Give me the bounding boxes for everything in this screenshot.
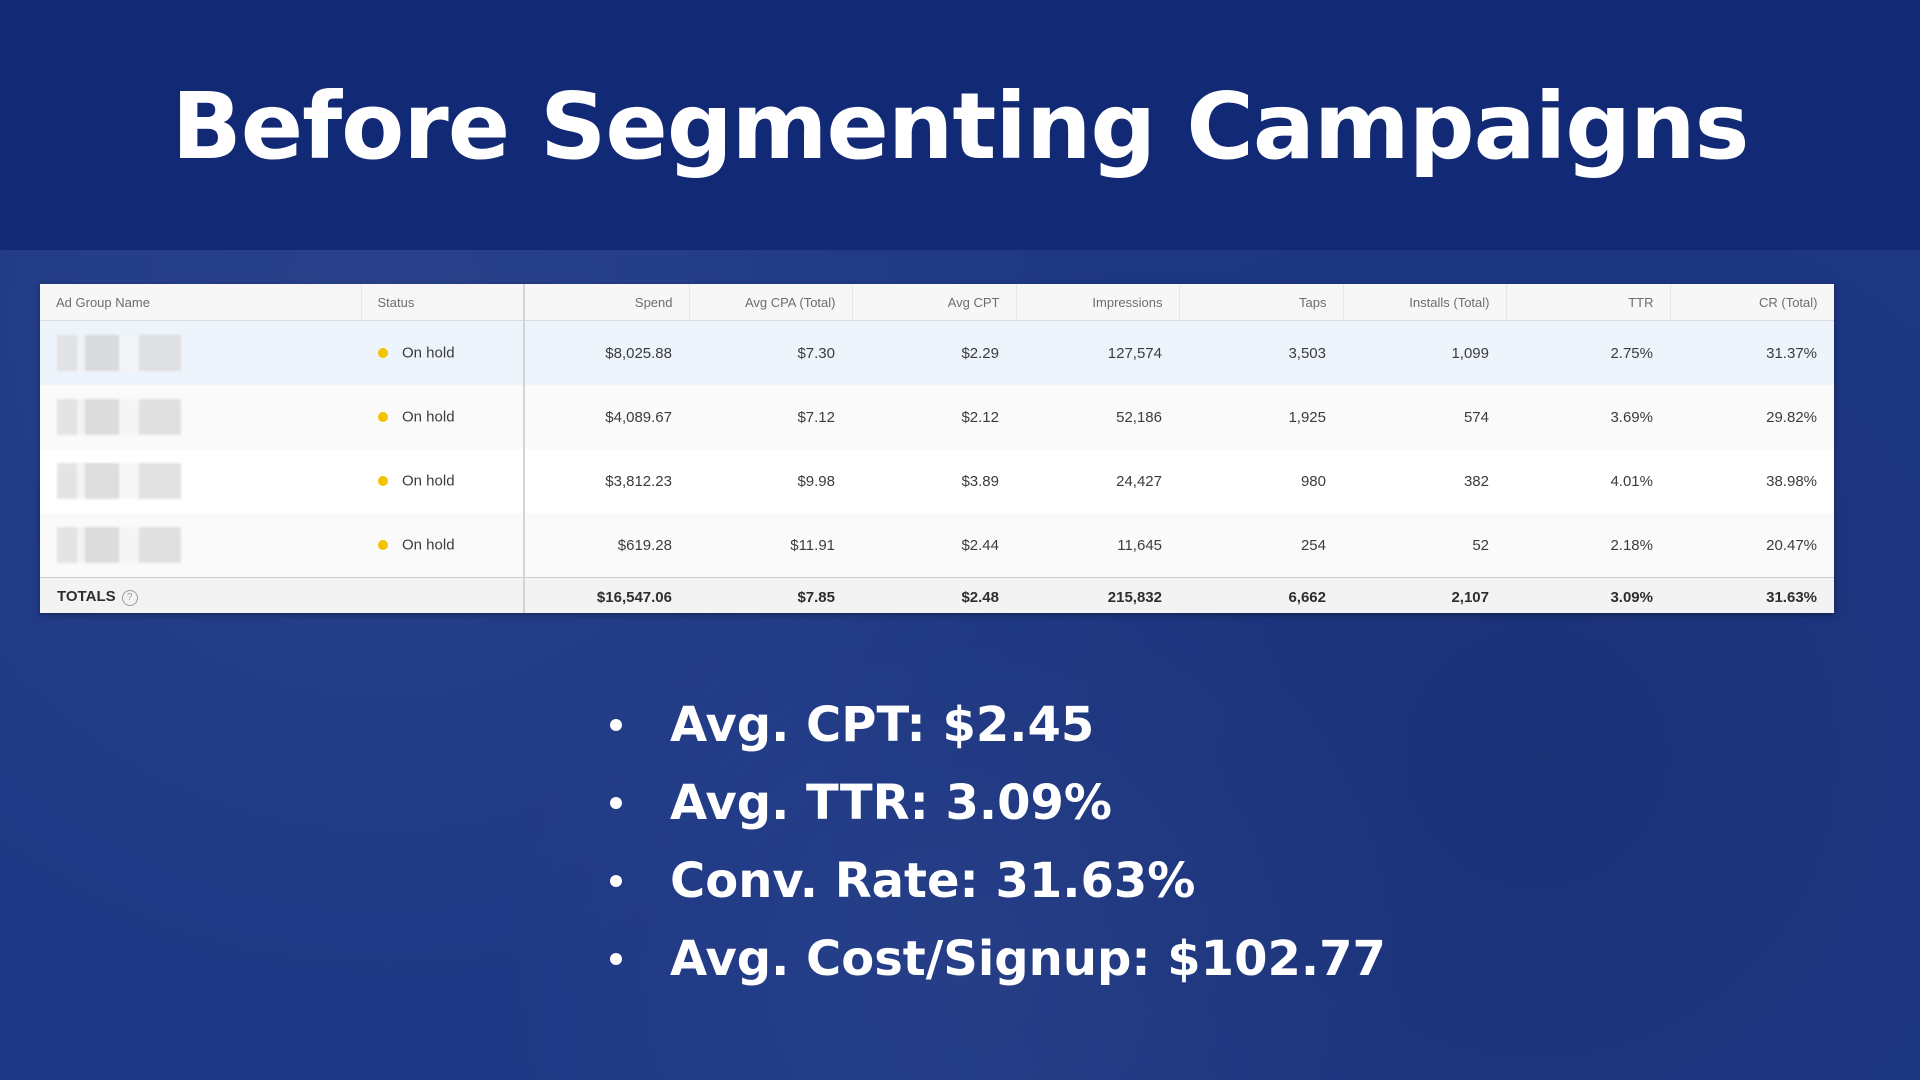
ad-groups-table: Ad Group Name Status Spend Avg CPA (Tota… bbox=[40, 284, 1834, 613]
status-dot-icon bbox=[378, 540, 388, 551]
slide-title: Before Segmenting Campaigns bbox=[171, 73, 1750, 180]
avg-cpa-cell: $7.30 bbox=[689, 320, 852, 385]
taps-cell: 254 bbox=[1179, 513, 1343, 578]
redacted-name bbox=[57, 335, 181, 371]
ad-group-name-cell[interactable] bbox=[40, 513, 361, 578]
avg-cpt-cell: $2.12 bbox=[852, 385, 1016, 449]
spend-cell: $619.28 bbox=[524, 513, 689, 578]
avg-cpt-cell: $2.29 bbox=[852, 320, 1016, 385]
totals-taps: 6,662 bbox=[1179, 577, 1343, 613]
ttr-cell: 3.69% bbox=[1506, 385, 1670, 449]
column-header-installs[interactable]: Installs (Total) bbox=[1343, 284, 1507, 321]
totals-label: TOTALS bbox=[57, 588, 116, 606]
avg-cpa-cell: $11.91 bbox=[689, 513, 852, 578]
totals-avg-cpt: $2.48 bbox=[852, 577, 1016, 613]
totals-impressions: 215,832 bbox=[1016, 577, 1179, 613]
status-cell: On hold bbox=[361, 513, 525, 578]
totals-cr: 31.63% bbox=[1670, 577, 1834, 613]
column-header-cr[interactable]: CR (Total) bbox=[1670, 284, 1834, 321]
bullet-text: Avg. TTR: 3.09% bbox=[670, 775, 1113, 831]
bullet-conv-rate: Conv. Rate: 31.63% bbox=[600, 842, 1386, 920]
bullet-avg-cpt: Avg. CPT: $2.45 bbox=[600, 686, 1386, 764]
impressions-cell: 11,645 bbox=[1016, 513, 1179, 578]
column-header-impressions[interactable]: Impressions bbox=[1016, 284, 1180, 321]
status-label: On hold bbox=[402, 344, 455, 362]
impressions-cell: 52,186 bbox=[1016, 385, 1179, 449]
status-dot-icon bbox=[378, 412, 388, 423]
column-header-ad-group-name[interactable]: Ad Group Name bbox=[40, 284, 362, 321]
bullet-avg-cost-signup: Avg. Cost/Signup: $102.77 bbox=[600, 920, 1386, 998]
status-dot-icon bbox=[378, 348, 388, 359]
cr-cell: 38.98% bbox=[1670, 449, 1834, 513]
installs-cell: 52 bbox=[1343, 513, 1506, 578]
taps-cell: 980 bbox=[1179, 449, 1343, 513]
bullet-text: Avg. CPT: $2.45 bbox=[670, 697, 1095, 753]
status-cell: On hold bbox=[361, 320, 525, 385]
impressions-cell: 24,427 bbox=[1016, 449, 1179, 513]
ttr-cell: 2.18% bbox=[1506, 513, 1670, 578]
table-row[interactable]: On hold $3,812.23 $9.98 $3.89 24,427 980… bbox=[40, 449, 1834, 513]
status-label: On hold bbox=[402, 536, 455, 554]
status-label: On hold bbox=[402, 472, 455, 490]
totals-label-cell: TOTALS? bbox=[40, 577, 361, 613]
redacted-name bbox=[57, 463, 181, 499]
avg-cpa-cell: $9.98 bbox=[689, 449, 852, 513]
avg-cpt-cell: $2.44 bbox=[852, 513, 1016, 578]
redacted-name bbox=[57, 527, 181, 563]
installs-cell: 1,099 bbox=[1343, 320, 1506, 385]
spend-cell: $8,025.88 bbox=[524, 320, 689, 385]
table-row[interactable]: On hold $8,025.88 $7.30 $2.29 127,574 3,… bbox=[40, 320, 1834, 385]
column-header-ttr[interactable]: TTR bbox=[1506, 284, 1671, 321]
bullet-text: Avg. Cost/Signup: $102.77 bbox=[670, 931, 1386, 987]
summary-bullets: Avg. CPT: $2.45 Avg. TTR: 3.09% Conv. Ra… bbox=[600, 686, 1386, 998]
cr-cell: 31.37% bbox=[1670, 320, 1834, 385]
bullet-text: Conv. Rate: 31.63% bbox=[670, 853, 1196, 909]
avg-cpt-cell: $3.89 bbox=[852, 449, 1016, 513]
installs-cell: 574 bbox=[1343, 385, 1506, 449]
ad-group-name-cell[interactable] bbox=[40, 320, 361, 385]
column-header-status[interactable]: Status bbox=[361, 284, 525, 321]
ttr-cell: 4.01% bbox=[1506, 449, 1670, 513]
spend-cell: $3,812.23 bbox=[524, 449, 689, 513]
cr-cell: 29.82% bbox=[1670, 385, 1834, 449]
totals-row: TOTALS? $16,547.06 $7.85 $2.48 215,832 6… bbox=[40, 577, 1834, 613]
totals-status-cell bbox=[361, 577, 525, 613]
bullet-dot-icon bbox=[610, 875, 622, 887]
totals-ttr: 3.09% bbox=[1506, 577, 1670, 613]
bullet-dot-icon bbox=[610, 719, 622, 731]
redacted-name bbox=[57, 399, 181, 435]
taps-cell: 3,503 bbox=[1179, 320, 1343, 385]
taps-cell: 1,925 bbox=[1179, 385, 1343, 449]
column-header-spend[interactable]: Spend bbox=[524, 284, 690, 321]
cr-cell: 20.47% bbox=[1670, 513, 1834, 578]
totals-spend: $16,547.06 bbox=[524, 577, 689, 613]
ttr-cell: 2.75% bbox=[1506, 320, 1670, 385]
status-cell: On hold bbox=[361, 449, 525, 513]
ad-group-name-cell[interactable] bbox=[40, 449, 361, 513]
installs-cell: 382 bbox=[1343, 449, 1506, 513]
column-header-avg-cpa[interactable]: Avg CPA (Total) bbox=[689, 284, 853, 321]
table-row[interactable]: On hold $619.28 $11.91 $2.44 11,645 254 … bbox=[40, 513, 1834, 578]
bullet-avg-ttr: Avg. TTR: 3.09% bbox=[600, 764, 1386, 842]
bullet-dot-icon bbox=[610, 953, 622, 965]
status-label: On hold bbox=[402, 408, 455, 426]
column-header-taps[interactable]: Taps bbox=[1179, 284, 1344, 321]
totals-avg-cpa: $7.85 bbox=[689, 577, 852, 613]
impressions-cell: 127,574 bbox=[1016, 320, 1179, 385]
ad-group-name-cell[interactable] bbox=[40, 385, 361, 449]
ad-groups-table-screenshot: Ad Group Name Status Spend Avg CPA (Tota… bbox=[40, 284, 1834, 613]
title-band bbox=[0, 0, 1920, 250]
help-circle-icon[interactable]: ? bbox=[121, 589, 138, 606]
column-header-avg-cpt[interactable]: Avg CPT bbox=[852, 284, 1017, 321]
spend-cell: $4,089.67 bbox=[524, 385, 689, 449]
totals-installs: 2,107 bbox=[1343, 577, 1506, 613]
avg-cpa-cell: $7.12 bbox=[689, 385, 852, 449]
status-dot-icon bbox=[378, 476, 388, 487]
table-header-row: Ad Group Name Status Spend Avg CPA (Tota… bbox=[40, 284, 1834, 321]
bullet-dot-icon bbox=[610, 797, 622, 809]
table-row[interactable]: On hold $4,089.67 $7.12 $2.12 52,186 1,9… bbox=[40, 385, 1834, 449]
status-cell: On hold bbox=[361, 385, 525, 449]
